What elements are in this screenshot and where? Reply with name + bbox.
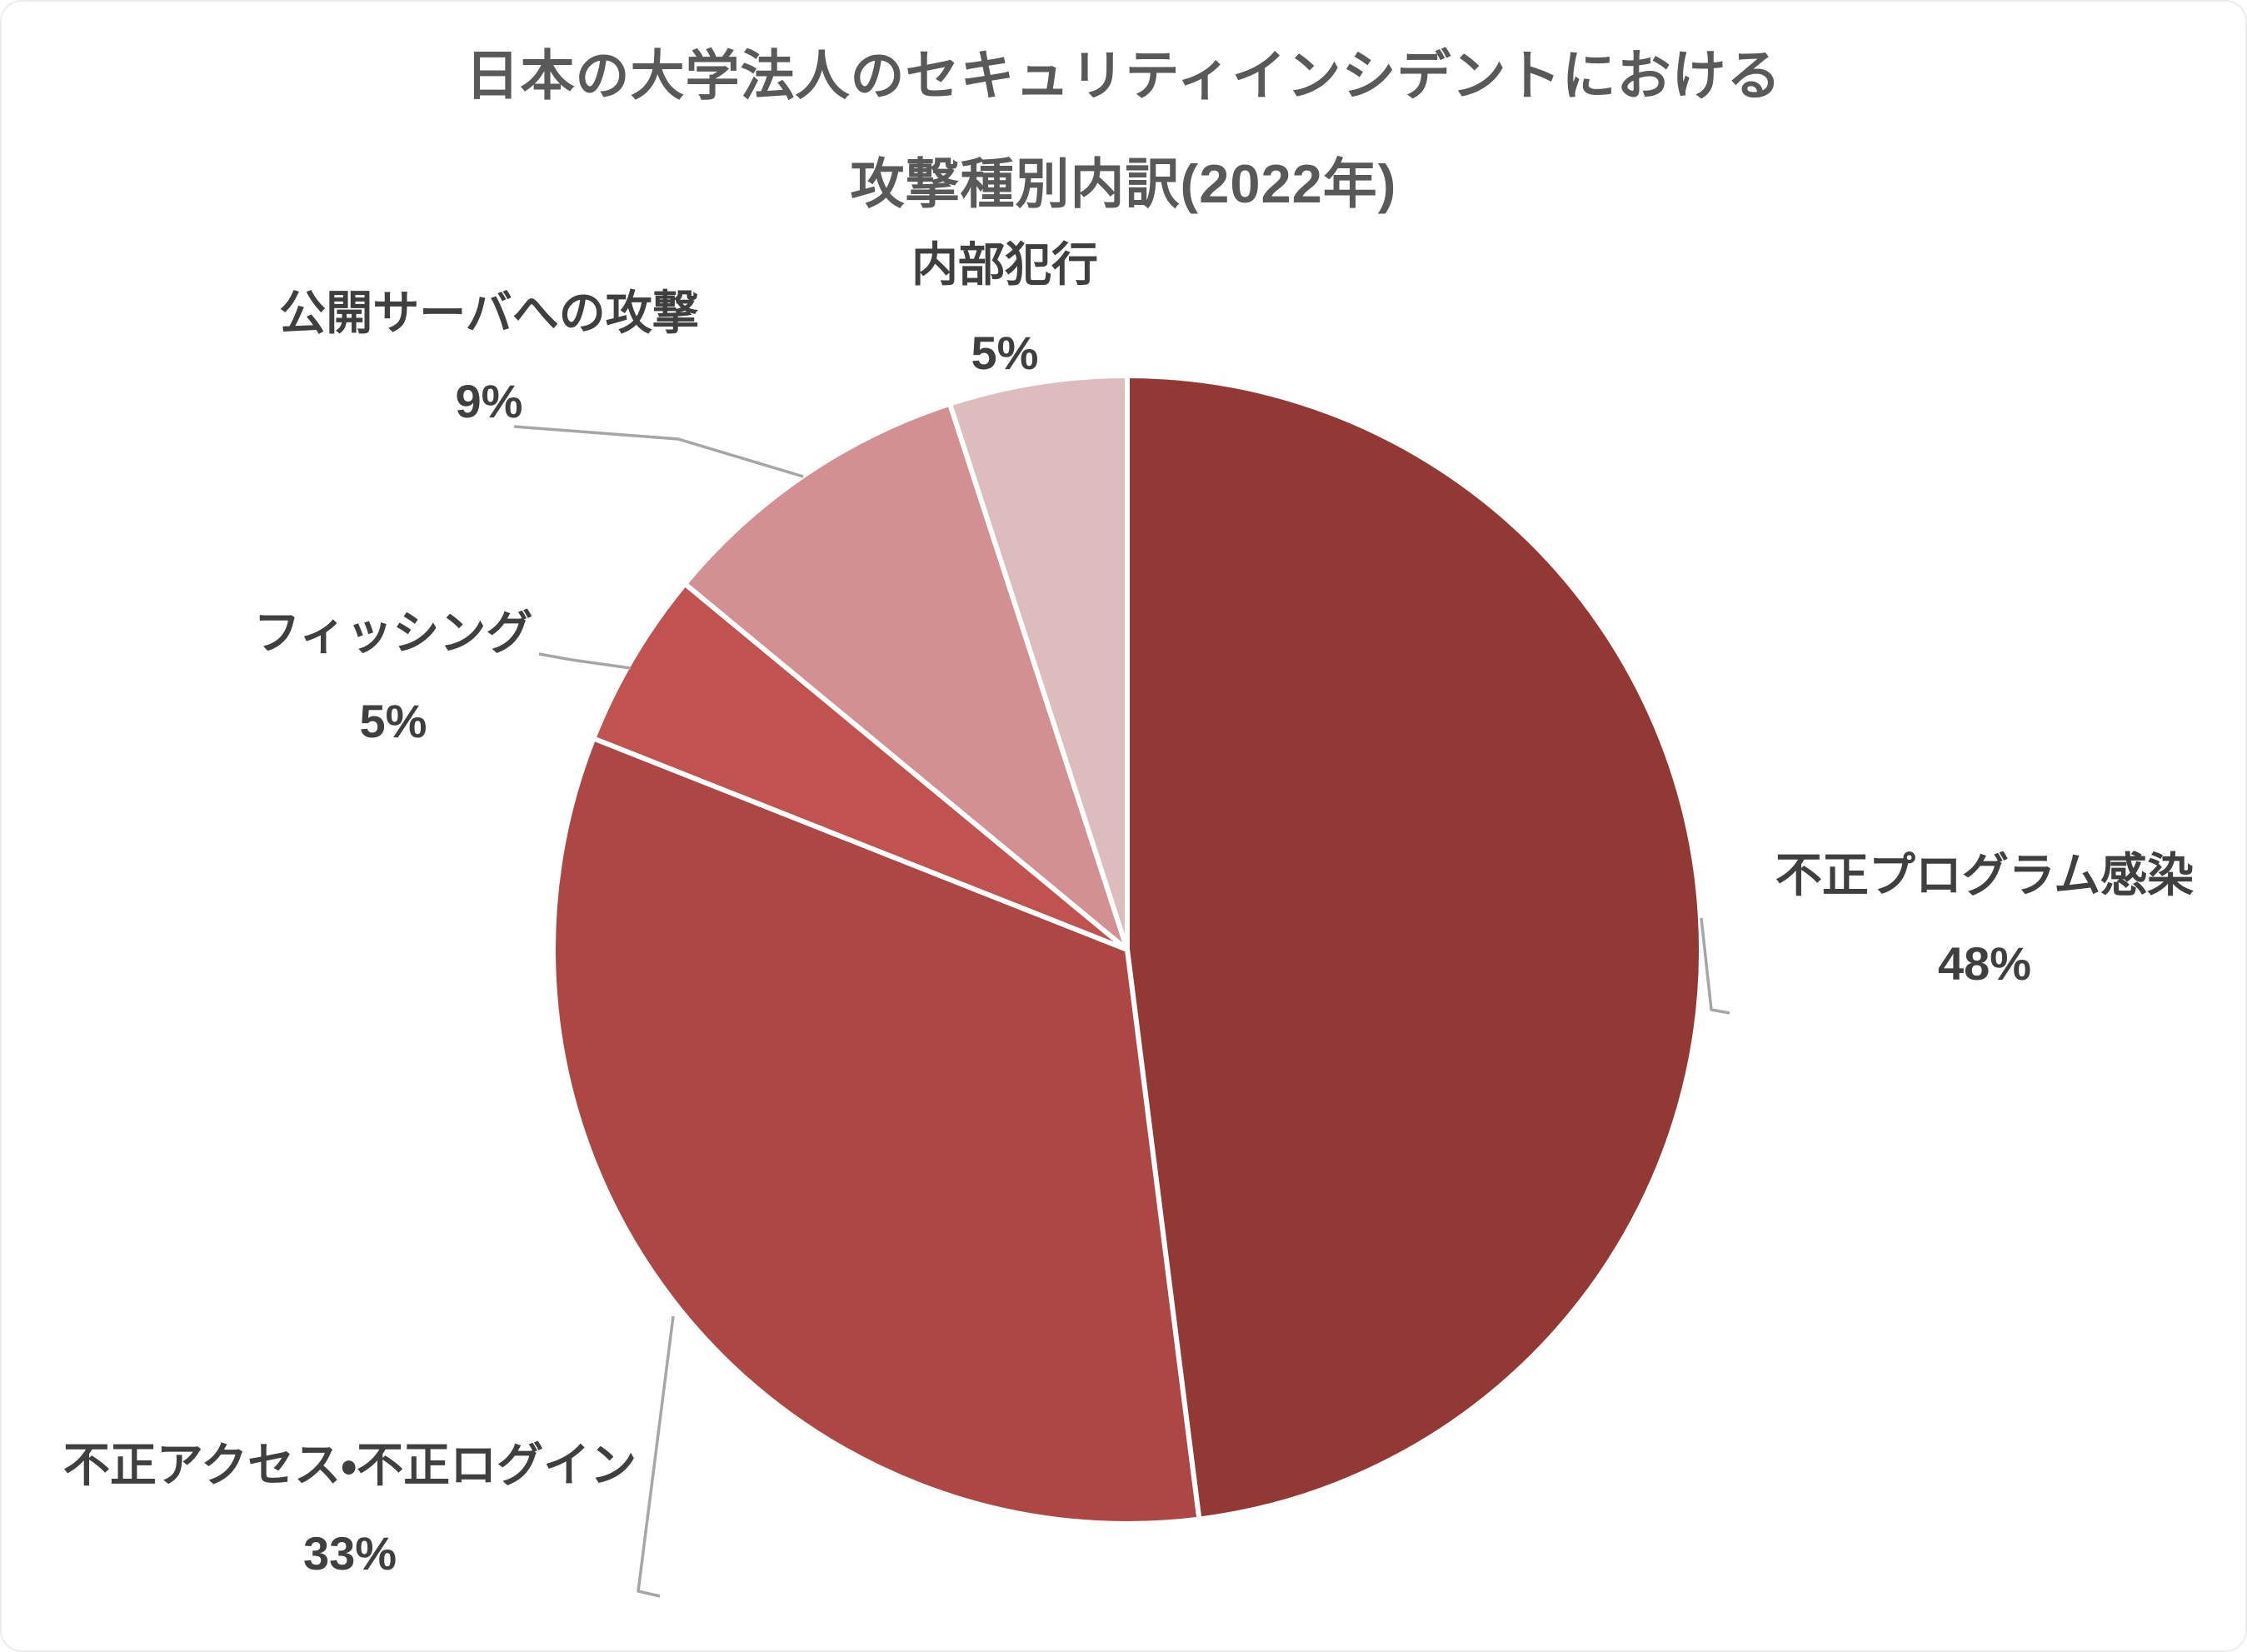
slice-label-server-attack: 公開サーバへの攻撃 9% xyxy=(279,269,698,446)
slice-label-unauthorized-access-name: 不正アクセス・不正ログイン xyxy=(62,1439,637,1491)
slice-label-unauthorized-access-percent: 33% xyxy=(302,1527,397,1580)
pie-slice-insider xyxy=(947,373,1130,952)
pie-slice-malware xyxy=(1125,373,1704,1522)
slice-label-server-attack-name: 公開サーバへの攻撃 xyxy=(279,287,699,339)
leader-line-server-attack xyxy=(513,425,804,478)
pie-slice-unauthorized-access xyxy=(550,736,1202,1527)
slice-label-insider: 内部犯行 5% xyxy=(911,221,1098,397)
slice-label-insider-name: 内部犯行 xyxy=(911,238,1098,291)
pie-slice-phishing xyxy=(591,581,1130,952)
chart-title-line1: 日本の大学法人のセキュリティインシデントにおける xyxy=(465,45,1782,106)
slice-label-malware-percent: 48% xyxy=(1937,937,2032,990)
chart-title-line2: 攻撃種別内訳(2022年) xyxy=(850,153,1397,214)
slice-label-server-attack-percent: 9% xyxy=(455,375,523,427)
slice-label-malware-name: 不正プログラム感染 xyxy=(1775,849,2195,901)
slice-label-phishing-name: フィッシング xyxy=(253,606,533,659)
leader-line-phishing xyxy=(538,652,632,670)
chart-title: 日本の大学法人のセキュリティインシデントにおける 攻撃種別内訳(2022年) xyxy=(2,22,2245,238)
pie-slice-server-attack xyxy=(682,401,1130,952)
slice-label-insider-percent: 5% xyxy=(971,327,1039,379)
slice-label-phishing: フィッシング 5% xyxy=(254,589,533,766)
leader-line-unauthorized-access xyxy=(637,1315,675,1598)
leader-line-malware xyxy=(1700,917,1730,1015)
slice-label-phishing-percent: 5% xyxy=(359,695,427,747)
slice-label-malware: 不正プログラム感染 48% xyxy=(1775,831,2194,1008)
slice-label-unauthorized-access: 不正アクセス・不正ログイン 33% xyxy=(63,1421,637,1598)
